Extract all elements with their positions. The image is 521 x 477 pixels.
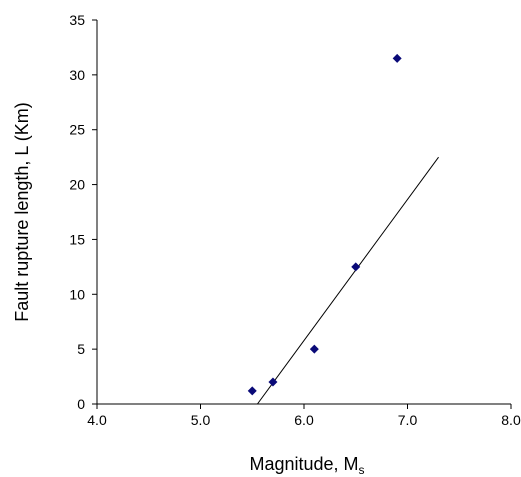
data-point-0 [247,386,257,396]
data-point-2 [309,344,319,354]
trend-line [257,156,439,405]
x-tick-label-3: 7.0 [398,412,418,428]
x-axis-title-subscript: s [359,463,365,477]
y-tick-label-0: 0 [77,396,85,412]
data-point-3 [351,262,361,272]
y-tick-label-7: 35 [69,12,85,28]
y-tick-label-4: 20 [69,177,85,193]
x-tick-label-4: 8.0 [501,412,521,428]
y-axis-title: Fault rupture length, L (Km) [12,102,32,321]
axis-ticks [92,19,512,409]
y-tick-label-5: 25 [69,122,85,138]
data-point-1 [268,377,278,387]
y-tick-label-1: 5 [77,341,85,357]
y-tick-label-3: 15 [69,231,85,247]
x-tick-label-0: 4.0 [87,412,107,428]
data-point-4 [392,53,402,63]
x-tick-label-1: 5.0 [191,412,211,428]
x-tick-labels: 4.0 5.0 6.0 7.0 8.0 [87,412,521,428]
y-tick-label-2: 10 [69,286,85,302]
y-tick-labels: 0 5 10 15 20 25 30 35 [69,12,85,412]
x-axis-title: Magnitude, Ms [249,454,364,477]
x-axis-title-main: Magnitude, M [249,454,358,474]
y-tick-label-6: 30 [69,67,85,83]
data-points [247,53,402,396]
x-tick-label-2: 6.0 [294,412,314,428]
